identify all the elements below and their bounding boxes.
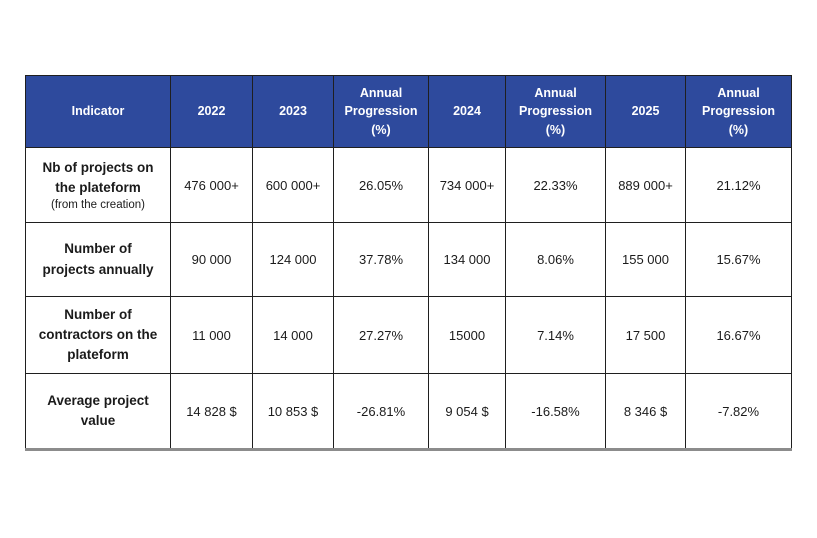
column-header-indicator: Indicator: [25, 75, 171, 148]
table-body: Nb of projects on the plateform (from th…: [25, 147, 792, 451]
value-cell-2022: 11 000: [170, 296, 253, 374]
value-cell-2025: 8 346 $: [605, 373, 686, 451]
value-cell-2024: 734 000+: [428, 147, 506, 223]
value-cell-2023: 600 000+: [252, 147, 334, 223]
value-cell-2022: 476 000+: [170, 147, 253, 223]
value-cell-2024: 134 000: [428, 222, 506, 297]
indicator-label: Nb of projects on the plateform: [42, 159, 154, 195]
indicators-table: Indicator 2022 2023 Annual Progression (…: [25, 75, 792, 451]
value-cell-2023: 10 853 $: [252, 373, 334, 451]
value-cell-progression-2: 22.33%: [505, 147, 606, 223]
value-cell-2024: 15000: [428, 296, 506, 374]
value-cell-2025: 155 000: [605, 222, 686, 297]
value-cell-progression-1: -26.81%: [333, 373, 429, 451]
indicator-label: Average project value: [47, 392, 149, 428]
value-cell-2025: 17 500: [605, 296, 686, 374]
value-cell-2024: 9 054 $: [428, 373, 506, 451]
value-cell-2023: 14 000: [252, 296, 334, 374]
value-cell-progression-2: 8.06%: [505, 222, 606, 297]
column-header-2022: 2022: [170, 75, 253, 148]
value-cell-progression-3: 15.67%: [685, 222, 792, 297]
indicator-label: Number of projects annually: [42, 241, 154, 277]
indicator-cell: Average project value: [25, 373, 171, 451]
column-header-annual-progression-2: Annual Progression (%): [505, 75, 606, 148]
value-cell-progression-2: -16.58%: [505, 373, 606, 451]
value-cell-2025: 889 000+: [605, 147, 686, 223]
indicators-table-container: Indicator 2022 2023 Annual Progression (…: [25, 75, 792, 451]
value-cell-progression-1: 37.78%: [333, 222, 429, 297]
indicator-note: (from the creation): [51, 199, 145, 212]
column-header-annual-progression-3: Annual Progression (%): [685, 75, 792, 148]
column-header-2024: 2024: [428, 75, 506, 148]
value-cell-2022: 90 000: [170, 222, 253, 297]
value-cell-progression-1: 27.27%: [333, 296, 429, 374]
indicator-label: Number of contractors on the plateform: [38, 306, 158, 363]
column-header-2025: 2025: [605, 75, 686, 148]
value-cell-progression-1: 26.05%: [333, 147, 429, 223]
table-row: Number of contractors on the plateform 1…: [25, 296, 792, 374]
column-header-2023: 2023: [252, 75, 334, 148]
column-header-annual-progression-1: Annual Progression (%): [333, 75, 429, 148]
indicator-cell: Number of contractors on the plateform: [25, 296, 171, 374]
value-cell-progression-3: 16.67%: [685, 296, 792, 374]
value-cell-2023: 124 000: [252, 222, 334, 297]
table-row: Number of projects annually 90 000 124 0…: [25, 222, 792, 297]
table-row: Average project value 14 828 $ 10 853 $ …: [25, 373, 792, 451]
header-row: Indicator 2022 2023 Annual Progression (…: [25, 75, 792, 148]
table-row: Nb of projects on the plateform (from th…: [25, 147, 792, 223]
value-cell-2022: 14 828 $: [170, 373, 253, 451]
indicator-cell: Nb of projects on the plateform (from th…: [25, 147, 171, 223]
table-header: Indicator 2022 2023 Annual Progression (…: [25, 75, 792, 148]
value-cell-progression-3: -7.82%: [685, 373, 792, 451]
value-cell-progression-2: 7.14%: [505, 296, 606, 374]
indicator-cell: Number of projects annually: [25, 222, 171, 297]
value-cell-progression-3: 21.12%: [685, 147, 792, 223]
